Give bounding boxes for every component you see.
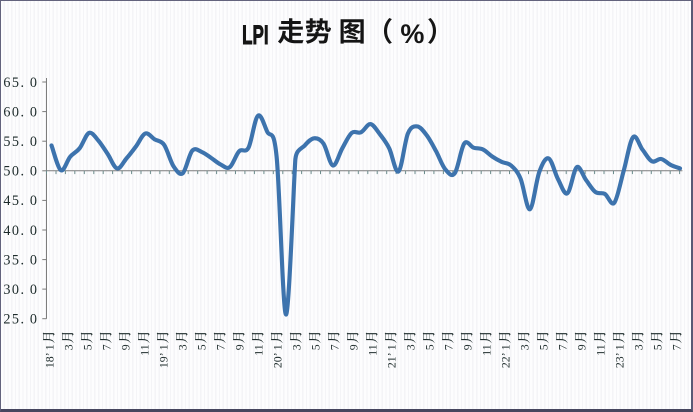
svg-text:11: 11 xyxy=(251,344,265,355)
svg-text:11: 11 xyxy=(479,344,493,355)
svg-text:7: 7 xyxy=(441,344,455,350)
svg-text:LPI: LPI xyxy=(242,19,268,49)
svg-text:18’ 1: 18’ 1 xyxy=(42,344,56,368)
svg-text:35. 0: 35. 0 xyxy=(3,252,38,268)
svg-text:7: 7 xyxy=(99,344,113,350)
svg-text:7: 7 xyxy=(669,344,683,350)
svg-text:%: % xyxy=(400,19,424,49)
svg-text:3: 3 xyxy=(289,344,303,350)
svg-text:5: 5 xyxy=(536,344,550,350)
svg-text:22’ 1: 22’ 1 xyxy=(498,344,512,368)
svg-text:5: 5 xyxy=(80,344,94,350)
svg-text:19’ 1: 19’ 1 xyxy=(156,344,170,368)
svg-text:5: 5 xyxy=(194,344,208,350)
svg-text:11: 11 xyxy=(593,344,607,355)
svg-text:3: 3 xyxy=(175,344,189,350)
svg-text:7: 7 xyxy=(555,344,569,350)
svg-text:3: 3 xyxy=(631,344,645,350)
svg-text:7: 7 xyxy=(213,344,227,350)
svg-text:11: 11 xyxy=(365,344,379,355)
svg-text:3: 3 xyxy=(403,344,417,350)
svg-text:5: 5 xyxy=(308,344,322,350)
svg-text:45. 0: 45. 0 xyxy=(3,193,38,209)
svg-text:5: 5 xyxy=(422,344,436,350)
svg-text:9: 9 xyxy=(232,344,246,350)
svg-text:65. 0: 65. 0 xyxy=(3,74,38,90)
svg-text:9: 9 xyxy=(346,344,360,350)
svg-text:23’ 1: 23’ 1 xyxy=(612,344,626,368)
svg-text:30. 0: 30. 0 xyxy=(3,281,38,297)
svg-text:50. 0: 50. 0 xyxy=(3,163,38,179)
svg-text:9: 9 xyxy=(574,344,588,350)
svg-text:21’ 1: 21’ 1 xyxy=(384,344,398,368)
svg-text:7: 7 xyxy=(327,344,341,350)
svg-text:9: 9 xyxy=(118,344,132,350)
svg-text:55. 0: 55. 0 xyxy=(3,134,38,150)
svg-text:20’ 1: 20’ 1 xyxy=(270,344,284,368)
svg-text:9: 9 xyxy=(460,344,474,350)
svg-text:60. 0: 60. 0 xyxy=(3,104,38,120)
svg-text:3: 3 xyxy=(517,344,531,350)
svg-text:5: 5 xyxy=(650,344,664,350)
svg-text:3: 3 xyxy=(61,344,75,350)
svg-text:40. 0: 40. 0 xyxy=(3,222,38,238)
svg-text:11: 11 xyxy=(137,344,151,355)
svg-text:25. 0: 25. 0 xyxy=(3,311,38,327)
